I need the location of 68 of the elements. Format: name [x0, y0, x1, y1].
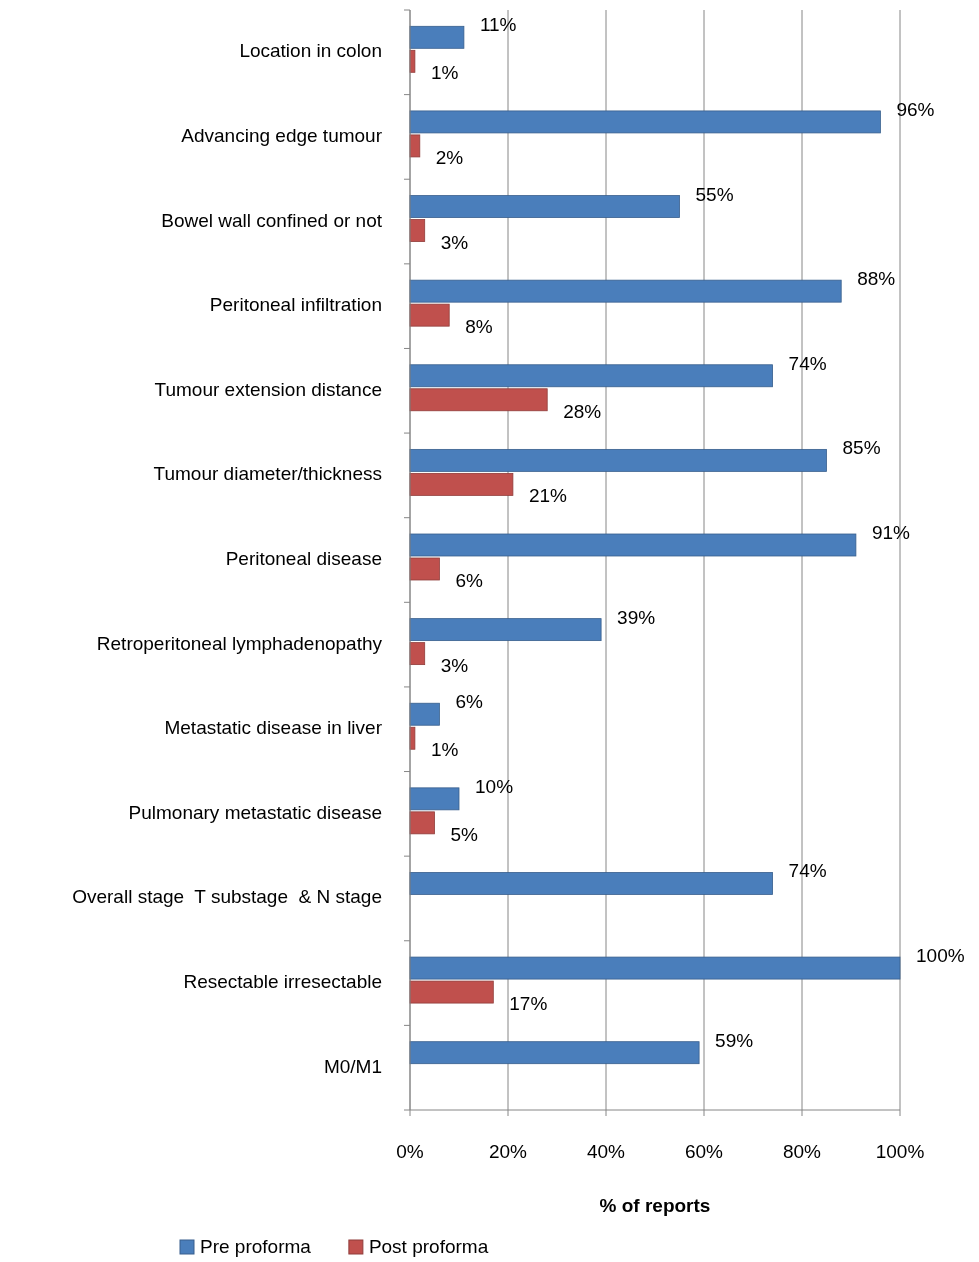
bar: [409, 702, 440, 726]
data-label: 6%: [455, 570, 483, 592]
x-tick-label: 0%: [396, 1141, 424, 1162]
x-tick-label: 100%: [875, 1141, 925, 1162]
y-tick-label: Overall stage T substage & N stage: [72, 886, 382, 908]
data-label: 74%: [788, 352, 827, 374]
data-label: 3%: [440, 654, 469, 676]
y-tick-label: Peritoneal infiltration: [209, 294, 382, 316]
data-label: 8%: [465, 316, 493, 338]
data-label: 39%: [617, 606, 656, 628]
bar: [409, 1041, 700, 1065]
y-tick-label: M0/M1: [323, 1055, 382, 1077]
bar: [409, 956, 901, 980]
y-tick-label: Tumour extension distance: [154, 378, 382, 400]
legend-label: Post proforma: [368, 1236, 489, 1258]
y-tick-label: Resectable irresectable: [183, 971, 382, 993]
data-label: 28%: [563, 400, 602, 422]
bar: [409, 279, 842, 303]
bar: [409, 872, 773, 895]
legend-label: Pre proforma: [200, 1236, 312, 1258]
data-label: 100%: [916, 945, 965, 967]
bar: [409, 364, 773, 388]
x-tick-label: 80%: [782, 1141, 822, 1162]
y-tick-label: Advancing edge tumour: [181, 124, 383, 146]
data-label: 5%: [450, 823, 479, 845]
data-label: 88%: [857, 268, 896, 290]
y-tick-label: Bowel wall confined or not: [161, 209, 383, 231]
data-label: 17%: [509, 993, 548, 1015]
bar: [409, 25, 465, 49]
data-label: 1%: [430, 739, 459, 761]
y-tick-label: Metastatic disease in liver: [164, 717, 383, 739]
bar: [409, 303, 450, 327]
bar: [409, 219, 426, 242]
x-tick-label: 20%: [488, 1141, 528, 1162]
data-label: 6%: [455, 691, 483, 713]
bar: [409, 980, 494, 1004]
bar: [409, 110, 881, 134]
bar: [409, 448, 827, 472]
data-label: 85%: [842, 437, 881, 459]
data-label: 21%: [528, 485, 568, 507]
data-label: 2%: [435, 146, 464, 168]
data-label: 10%: [475, 775, 514, 797]
y-tick-label: Peritoneal disease: [225, 548, 382, 570]
data-label: 91%: [871, 522, 911, 544]
x-axis-title: % of reports: [599, 1195, 711, 1216]
bar: [409, 533, 857, 557]
data-label: 74%: [788, 860, 827, 882]
data-label: 3%: [440, 231, 469, 253]
bar: [409, 557, 440, 581]
bar: [409, 388, 548, 412]
bar: [409, 811, 435, 835]
bar: [409, 787, 460, 811]
data-label: 59%: [715, 1029, 754, 1051]
y-tick-label: Pulmonary metastatic disease: [128, 801, 382, 823]
x-tick-label: 60%: [684, 1141, 724, 1162]
y-tick-label: Location in colon: [239, 40, 382, 62]
bar: [409, 642, 426, 666]
bar: [409, 195, 680, 218]
y-tick-label: Retroperitoneal lymphadenopathy: [96, 632, 383, 654]
bar: [409, 472, 514, 496]
data-label: 96%: [896, 98, 935, 120]
data-label: 1%: [430, 62, 459, 84]
y-tick-label: Tumour diameter/thickness: [153, 463, 382, 485]
bar: [409, 134, 421, 158]
data-label: 55%: [695, 183, 734, 205]
x-tick-label: 40%: [586, 1141, 626, 1162]
bar: [409, 618, 602, 642]
data-label: 11%: [479, 14, 517, 36]
